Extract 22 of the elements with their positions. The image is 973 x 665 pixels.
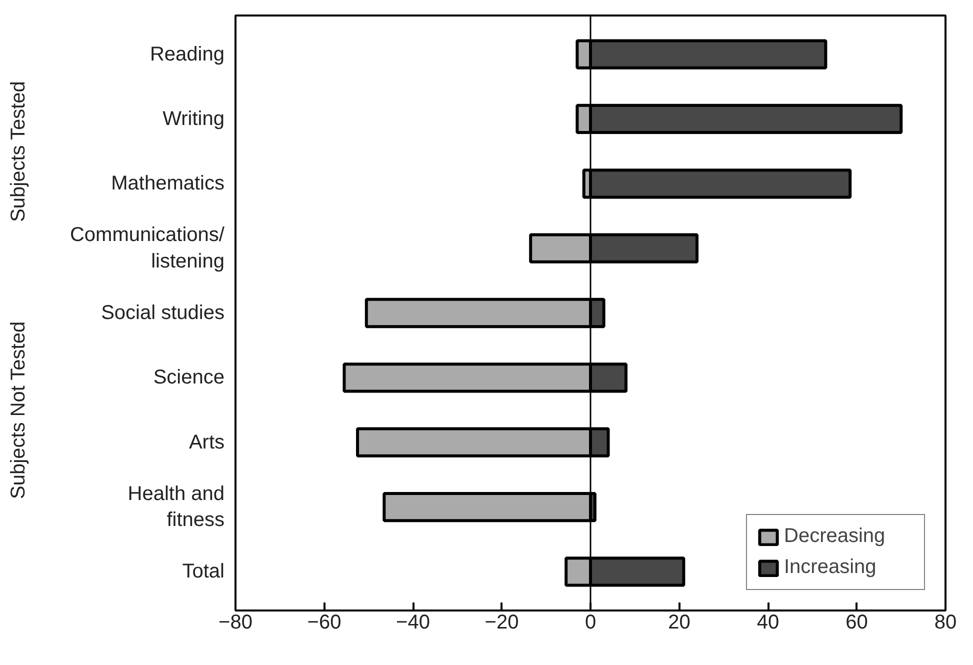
legend-label: Decreasing xyxy=(784,525,886,548)
x-tick-label: 0 xyxy=(584,612,596,634)
x-tick-label: −60 xyxy=(307,612,342,634)
x-tick-label: −80 xyxy=(218,612,252,634)
x-tick-label: −20 xyxy=(484,612,519,634)
x-tick-label: 60 xyxy=(846,612,868,634)
y-tick-label: Arts xyxy=(188,431,225,454)
x-tick-label: 40 xyxy=(756,612,780,634)
text: Subjects Tested xyxy=(8,81,30,222)
y-tick-label: Science xyxy=(153,366,225,389)
y-tick-label: Total xyxy=(182,560,225,583)
legend-label: Increasing xyxy=(784,556,878,579)
y-tick-label: Social studies xyxy=(101,302,225,324)
y-tick-label: Reading xyxy=(150,43,225,66)
x-tick-label: 20 xyxy=(668,612,690,634)
y-tick-label: Writing xyxy=(162,108,225,130)
x-tick-label: −40 xyxy=(396,612,430,634)
x-tick-label: 80 xyxy=(934,612,957,634)
y-tick-label: Health and fitness xyxy=(128,482,225,532)
y-tick-label: Mathematics xyxy=(111,172,225,195)
y-tick-label: Communications/ listening xyxy=(70,224,225,273)
text: Subjects Not Tested xyxy=(8,321,30,499)
